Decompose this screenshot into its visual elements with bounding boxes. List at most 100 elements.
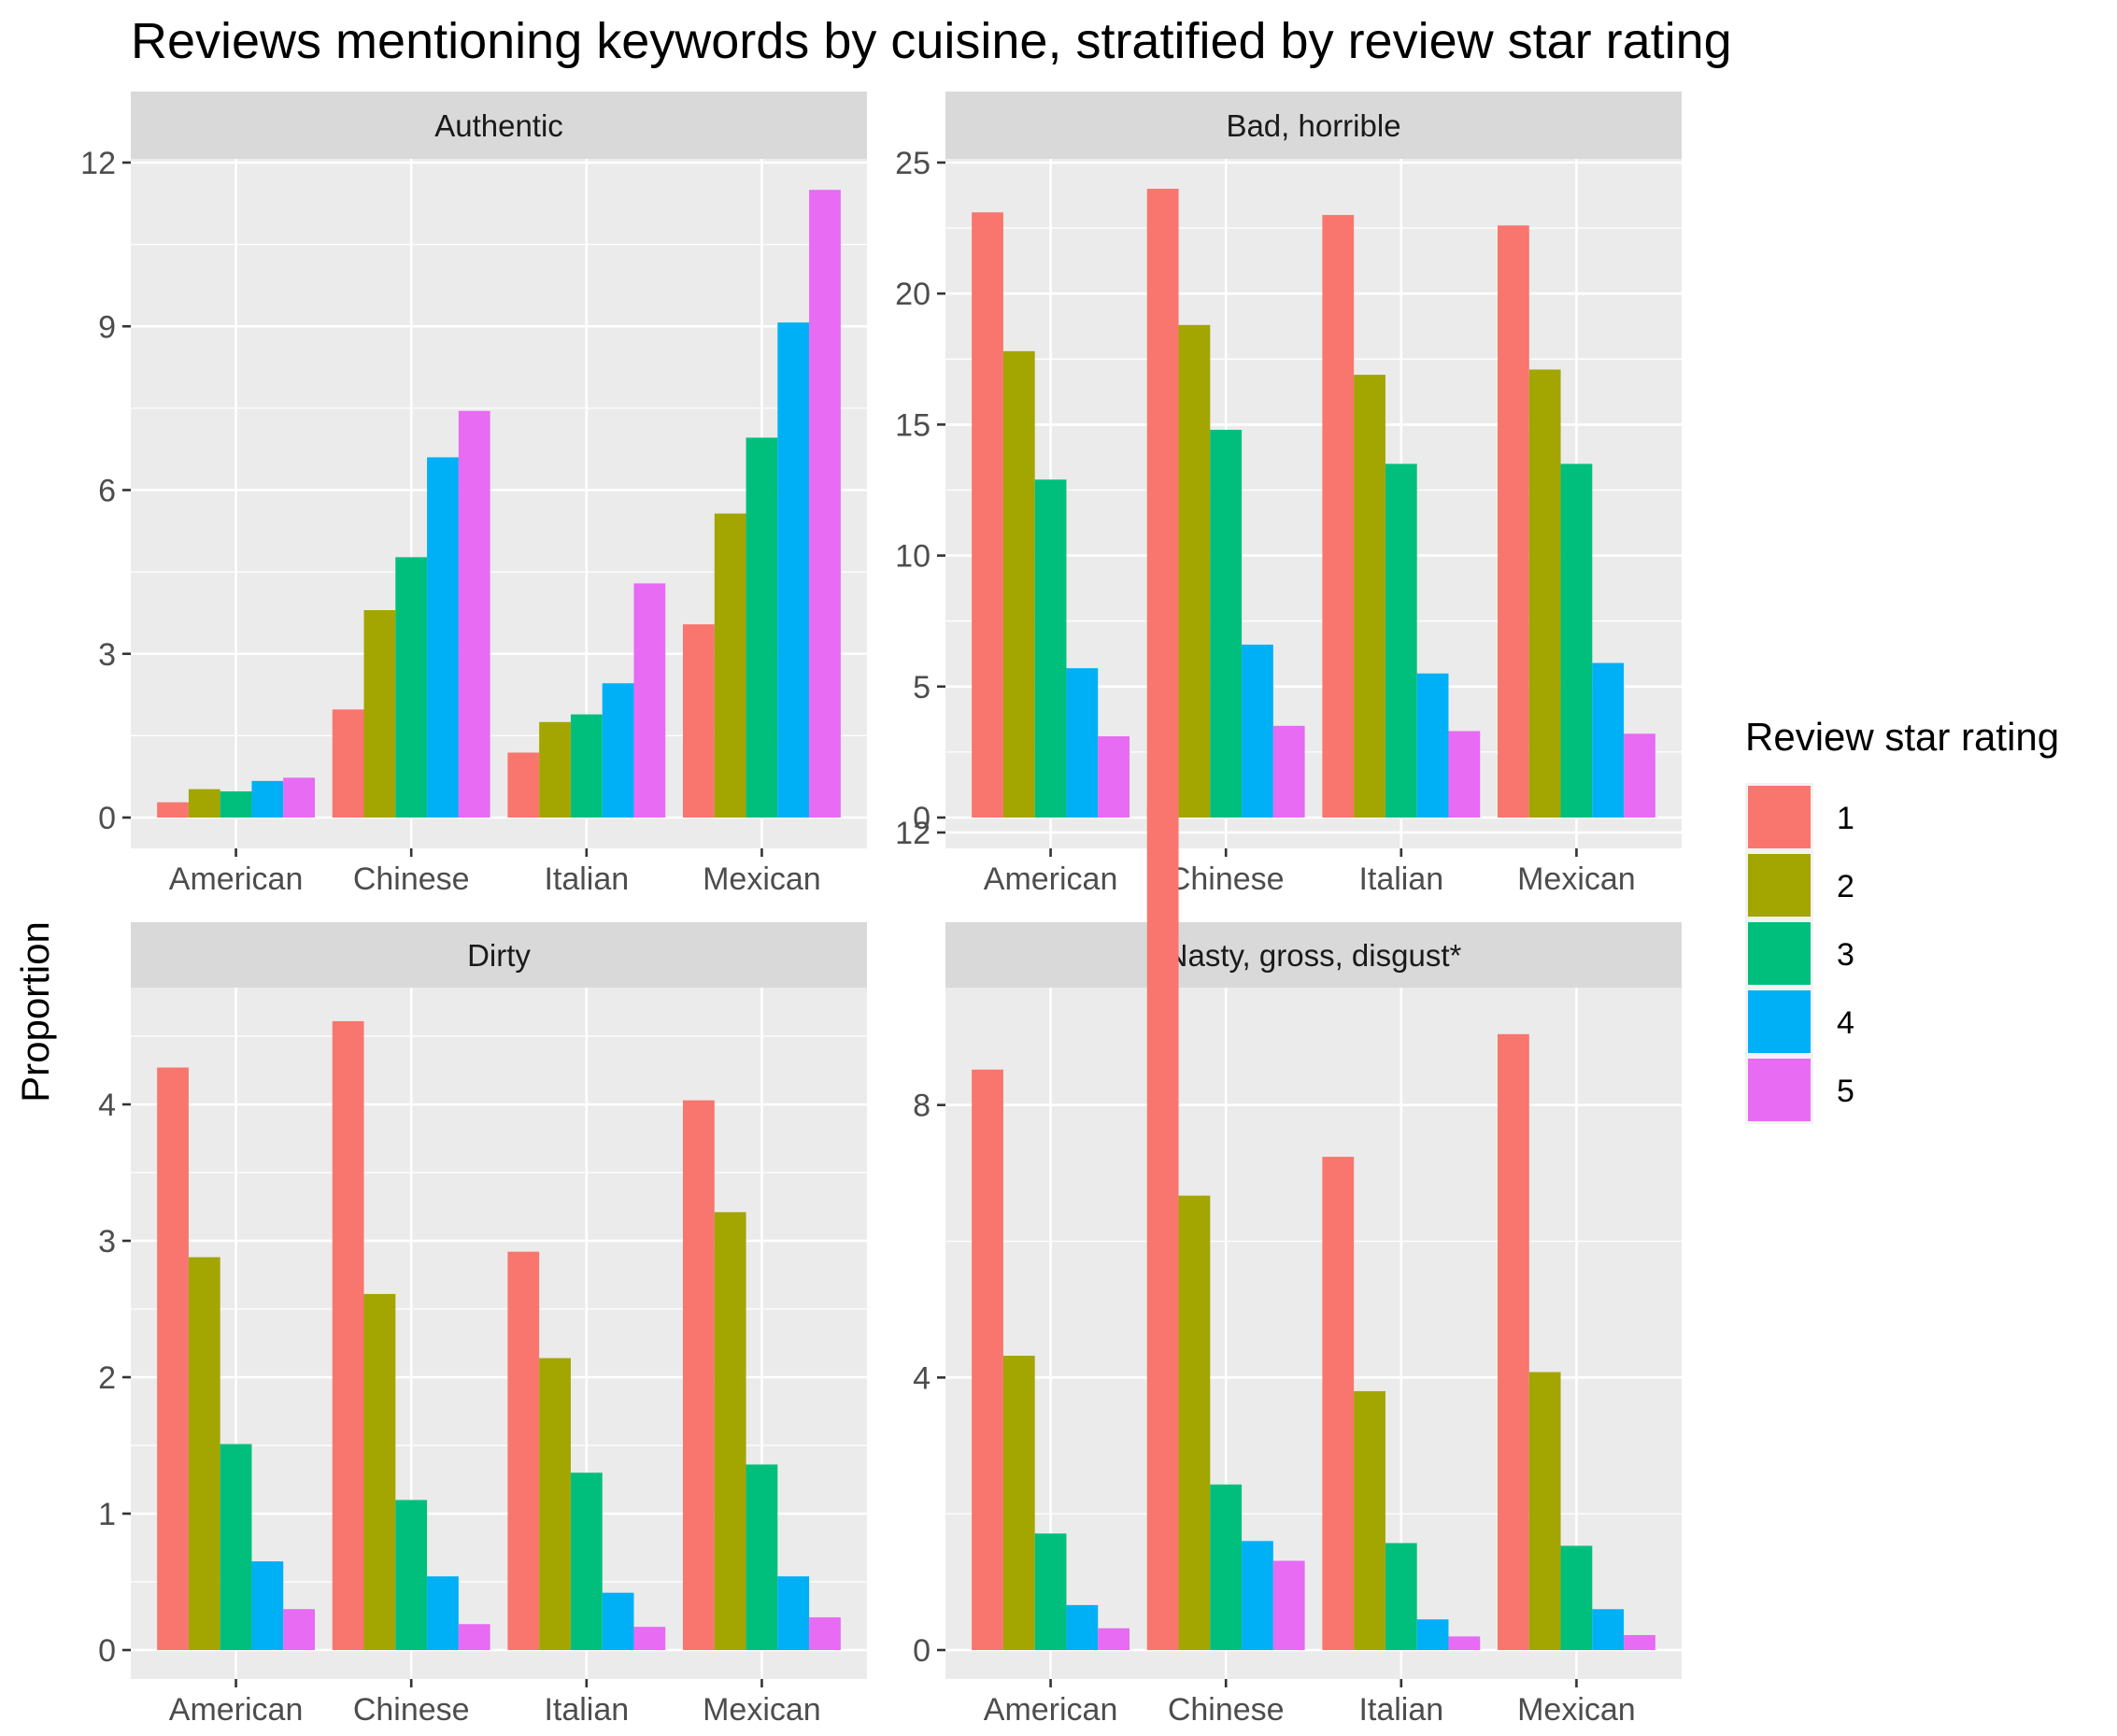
bar-bad-horrible-italian-rating-5 — [1448, 731, 1481, 818]
bar-bad-horrible-mexican-rating-4 — [1592, 662, 1625, 818]
y-tick-label: 2 — [98, 1360, 116, 1396]
bar-authentic-american-rating-4 — [251, 780, 284, 818]
bar-bad-horrible-chinese-rating-4 — [1242, 644, 1273, 818]
bar-nasty-gross-disgust-american-rating-2 — [1002, 1356, 1035, 1650]
bar-bad-horrible-mexican-rating-1 — [1498, 225, 1529, 818]
bar-bad-horrible-chinese-rating-3 — [1210, 430, 1243, 818]
bar-nasty-gross-disgust-american-rating-5 — [1098, 1628, 1130, 1650]
bar-dirty-american-rating-1 — [157, 1067, 189, 1650]
bar-nasty-gross-disgust-chinese-rating-2 — [1178, 1195, 1211, 1650]
bar-nasty-gross-disgust-chinese-rating-3 — [1210, 1484, 1243, 1650]
bar-dirty-italian-rating-3 — [570, 1473, 603, 1650]
x-tick-label: Mexican — [703, 1692, 821, 1728]
legend: Review star rating 1 2 3 4 5 — [1745, 715, 2059, 1124]
bar-nasty-gross-disgust-italian-rating-3 — [1385, 1543, 1417, 1650]
legend-label: 5 — [1837, 1074, 1854, 1109]
legend-key-rating-2 — [1748, 854, 1811, 917]
y-tick-label: 3 — [98, 1224, 116, 1259]
bar-bad-horrible-american-rating-1 — [972, 212, 1003, 818]
y-tick-label: 8 — [913, 1089, 931, 1124]
bar-nasty-gross-disgust-italian-rating-1 — [1322, 1157, 1355, 1650]
bar-nasty-gross-disgust-chinese-rating-4 — [1242, 1541, 1273, 1650]
y-tick-label: 25 — [895, 146, 931, 181]
x-tick-label: Mexican — [703, 861, 821, 897]
bar-authentic-chinese-rating-4 — [427, 457, 459, 818]
bar-authentic-italian-rating-3 — [570, 714, 603, 818]
legend-label: 2 — [1837, 869, 1854, 904]
bar-dirty-chinese-rating-1 — [332, 1020, 364, 1650]
bar-nasty-gross-disgust-mexican-rating-3 — [1560, 1545, 1593, 1650]
bar-dirty-italian-rating-5 — [633, 1627, 666, 1650]
facet-strip — [131, 922, 867, 988]
bar-authentic-mexican-rating-5 — [809, 190, 841, 818]
facet-label: Nasty, gross, disgust* — [1166, 938, 1462, 973]
bar-authentic-mexican-rating-4 — [777, 322, 810, 818]
bar-authentic-italian-rating-1 — [507, 752, 540, 818]
legend-label: 4 — [1837, 1005, 1854, 1041]
bar-nasty-gross-disgust-american-rating-4 — [1066, 1604, 1099, 1650]
panel-dirty: Dirty 0 1 2 3 4 American Chinese Italian Mexican — [98, 922, 867, 1728]
bar-authentic-mexican-rating-2 — [714, 513, 746, 818]
y-tick-label: 12 — [80, 146, 116, 181]
bar-bad-horrible-chinese-rating-5 — [1272, 725, 1305, 818]
facet-strip — [945, 922, 1682, 988]
y-tick-label: 0 — [913, 801, 931, 836]
bar-dirty-italian-rating-1 — [507, 1251, 540, 1650]
bar-bad-horrible-american-rating-4 — [1066, 668, 1099, 818]
bar-nasty-gross-disgust-mexican-rating-1 — [1498, 1033, 1529, 1650]
bar-dirty-italian-rating-4 — [602, 1592, 634, 1650]
chart-title: Reviews mentioning keywords by cuisine, … — [131, 13, 1732, 69]
bar-bad-horrible-american-rating-3 — [1034, 479, 1067, 818]
bar-authentic-chinese-rating-3 — [395, 557, 428, 818]
bar-nasty-gross-disgust-chinese-rating-1 — [1146, 807, 1179, 1650]
bar-dirty-american-rating-4 — [251, 1561, 284, 1650]
bar-nasty-gross-disgust-mexican-rating-4 — [1592, 1609, 1625, 1650]
bar-bad-horrible-italian-rating-3 — [1385, 463, 1417, 818]
bar-authentic-american-rating-3 — [220, 790, 252, 818]
bar-nasty-gross-disgust-mexican-rating-2 — [1528, 1372, 1561, 1650]
bar-dirty-chinese-rating-2 — [363, 1293, 396, 1650]
y-tick-label: 4 — [98, 1088, 116, 1123]
x-tick-label: Chinese — [1168, 1692, 1285, 1728]
y-tick-label: 3 — [98, 637, 116, 673]
facet-label: Dirty — [467, 938, 531, 973]
bar-dirty-chinese-rating-3 — [395, 1500, 428, 1650]
legend-key-rating-1 — [1748, 786, 1811, 848]
bar-nasty-gross-disgust-chinese-rating-5 — [1272, 1560, 1305, 1650]
bar-nasty-gross-disgust-mexican-rating-5 — [1624, 1634, 1655, 1650]
x-tick-label: American — [984, 1692, 1118, 1728]
bar-authentic-american-rating-5 — [283, 777, 315, 818]
bar-nasty-gross-disgust-italian-rating-5 — [1448, 1636, 1481, 1650]
bar-bad-horrible-italian-rating-1 — [1322, 215, 1355, 818]
y-axis-title: Proportion — [13, 921, 57, 1103]
bar-dirty-italian-rating-2 — [539, 1358, 571, 1650]
legend-key-rating-4 — [1748, 990, 1811, 1053]
y-tick-label: 0 — [98, 801, 116, 836]
x-tick-label: Italian — [1358, 861, 1443, 897]
bar-authentic-mexican-rating-1 — [683, 624, 715, 818]
bar-dirty-mexican-rating-5 — [809, 1616, 841, 1650]
bar-authentic-chinese-rating-2 — [363, 610, 396, 818]
bar-authentic-italian-rating-2 — [539, 721, 571, 818]
bar-dirty-mexican-rating-4 — [777, 1576, 810, 1650]
facet-label: Authentic — [434, 108, 563, 143]
bar-dirty-chinese-rating-4 — [427, 1576, 459, 1650]
x-tick-label: Chinese — [1168, 861, 1285, 897]
y-tick-label: 12 — [895, 816, 931, 851]
facet-strip — [945, 92, 1682, 159]
bar-authentic-italian-rating-4 — [602, 683, 634, 818]
bar-authentic-american-rating-1 — [157, 802, 189, 818]
bar-bad-horrible-mexican-rating-2 — [1528, 369, 1561, 818]
y-tick-label: 1 — [98, 1497, 116, 1532]
bar-authentic-chinese-rating-1 — [332, 709, 364, 818]
bar-bad-horrible-american-rating-5 — [1098, 736, 1130, 818]
bar-dirty-american-rating-3 — [220, 1444, 252, 1650]
y-tick-label: 0 — [98, 1633, 116, 1669]
y-tick-label: 0 — [913, 1633, 931, 1669]
bar-dirty-american-rating-5 — [283, 1609, 315, 1650]
legend-title: Review star rating — [1745, 715, 2059, 759]
bar-bad-horrible-american-rating-2 — [1002, 350, 1035, 818]
legend-label: 1 — [1837, 801, 1854, 836]
